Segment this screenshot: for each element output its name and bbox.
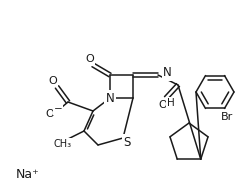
Text: Br: Br [220,113,233,122]
Text: N: N [106,91,114,105]
Text: S: S [123,136,131,149]
Text: −: − [54,104,62,114]
Text: H: H [167,98,175,108]
Text: O: O [46,109,54,119]
Text: Na⁺: Na⁺ [16,168,40,182]
Text: O: O [49,76,57,86]
Text: CH₃: CH₃ [54,139,72,149]
Text: O: O [86,54,94,64]
Text: N: N [163,66,172,80]
Text: O: O [159,100,167,110]
